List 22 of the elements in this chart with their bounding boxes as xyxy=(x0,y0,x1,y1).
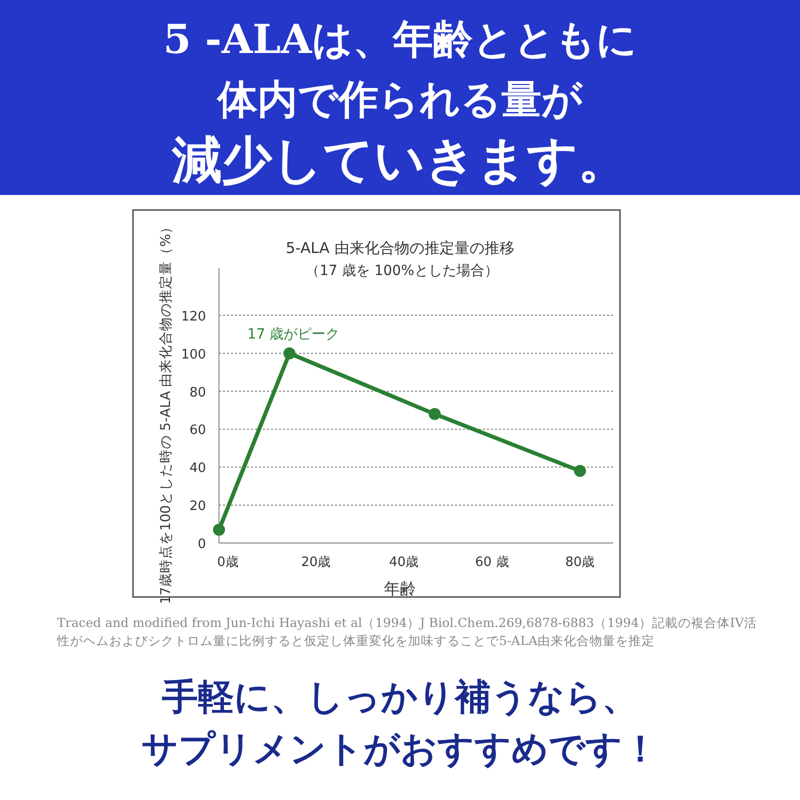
y-tick-label: 80 xyxy=(189,385,206,400)
x-tick-label: 20歳 xyxy=(301,555,331,570)
y-tick-label: 0 xyxy=(198,537,206,552)
x-tick-label: 80歳 xyxy=(565,555,595,570)
y-tick-label: 20 xyxy=(189,499,206,514)
annotation: 17 歳がピーク xyxy=(247,326,340,342)
point xyxy=(213,524,225,536)
y-tick-label: 40 xyxy=(189,461,206,476)
x-axis-title: 年齢 xyxy=(384,579,416,598)
x-tick-label: 60 歳 xyxy=(475,555,509,570)
y-tick-label: 100 xyxy=(181,347,206,362)
y-axis-title: 17歳時点を100とした時の 5-ALA 由来化合物の推定量（%） xyxy=(158,220,174,604)
y-tick-label: 60 xyxy=(189,423,206,438)
point xyxy=(574,464,586,477)
chart-subtitle: （17 歳を 100%とした場合） xyxy=(306,263,498,279)
point xyxy=(283,347,296,360)
x-tick-label: 0歳 xyxy=(217,555,238,570)
point xyxy=(428,408,441,420)
source-note: Traced and modified from Jun-Ichi Hayashi et al（1994）J Biol.Chem.269,6878-6883（1994）記載の複合体IV活性がヘムおよびシクトロム量に比例すると仮定し体重変化を加味することで5-ALA由来化合物量を推定 xyxy=(57,614,757,650)
x-tick-label: 40歳 xyxy=(389,555,419,570)
y-tick-label: 120 xyxy=(181,309,206,324)
chart-title: 5-ALA 由来化合物の推定量の推移 xyxy=(286,239,514,257)
